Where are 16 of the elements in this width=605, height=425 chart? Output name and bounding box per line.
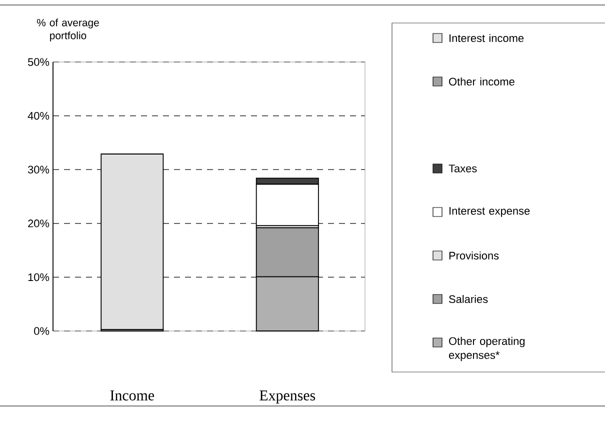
- x-tick-label: Income: [110, 390, 154, 400]
- y-tick-label: 0%: [34, 327, 50, 335]
- legend-label: Interest expense: [450, 207, 530, 217]
- y-tick-label: 20%: [28, 220, 50, 228]
- legend-label: Taxes: [448, 164, 477, 172]
- legend-label: Other operating expenses*: [448, 336, 525, 362]
- y-tick-label: 50%: [28, 58, 50, 66]
- y-tick-label: 40%: [28, 112, 50, 120]
- x-tick-label: Expenses: [260, 390, 316, 404]
- y-tick-label: 10%: [28, 273, 50, 282]
- legend-label: Salaries: [449, 294, 488, 304]
- legend-label: Provisions: [449, 251, 499, 260]
- legend-label: Interest income: [450, 34, 524, 42]
- y-axis-title: % of average portfolio: [36, 18, 99, 42]
- y-tick-label: 30%: [28, 166, 50, 174]
- legend-label: Other income: [449, 77, 514, 86]
